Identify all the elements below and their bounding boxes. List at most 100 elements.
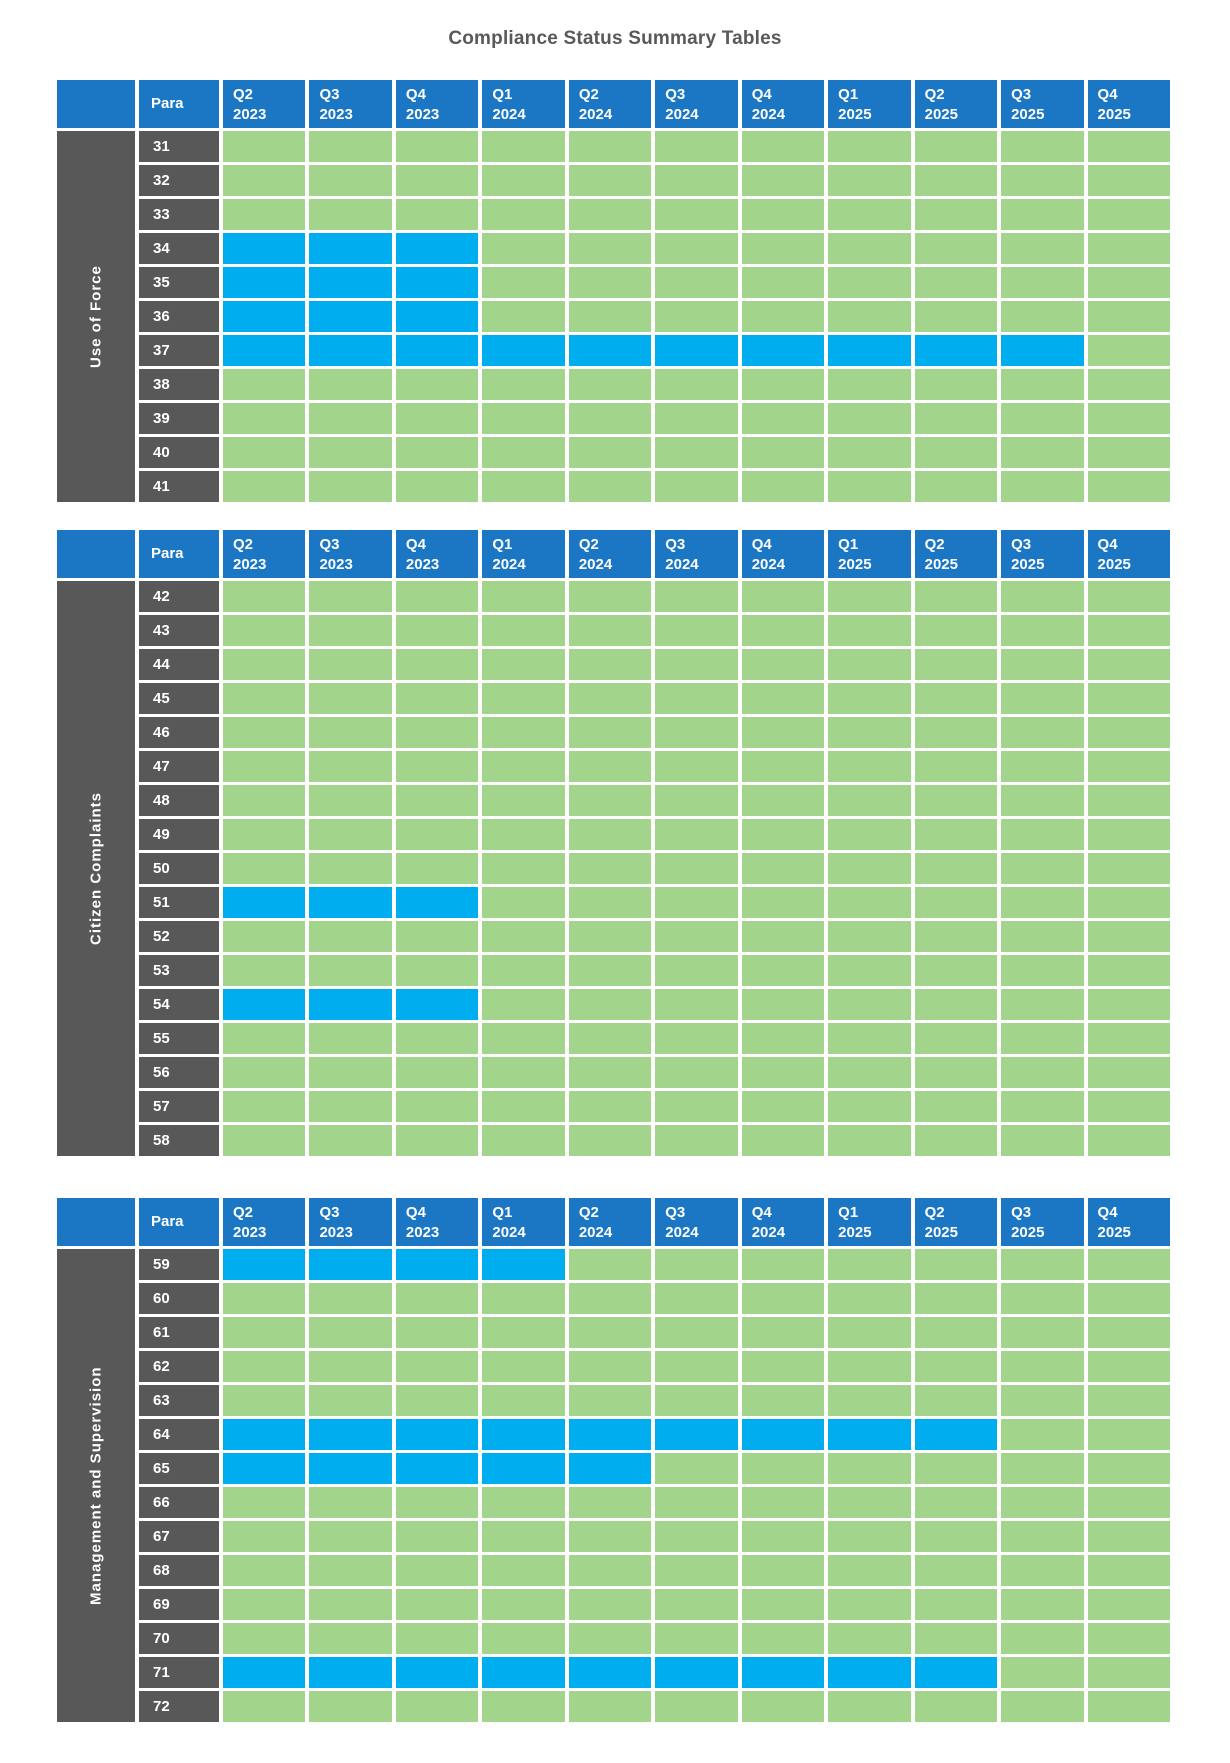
status-cell [914, 1453, 998, 1484]
status-cell [914, 1317, 998, 1348]
status-cell [655, 785, 738, 816]
status-cell [395, 369, 479, 400]
status-cell [1087, 335, 1170, 366]
status-cell [655, 301, 738, 332]
header-corner-cell [57, 1198, 135, 1246]
quarter-header-q4-2023: Q4 2023 [395, 530, 479, 578]
para-cell-47: 47 [139, 751, 219, 782]
status-cell [655, 369, 738, 400]
status-cell [655, 1023, 738, 1054]
quarter-header-q1-2024: Q1 2024 [482, 1198, 565, 1246]
status-cell [828, 1317, 911, 1348]
status-cell [741, 301, 825, 332]
status-cell [395, 785, 479, 816]
para-cell-32: 32 [139, 165, 219, 196]
status-cell [655, 1317, 738, 1348]
status-cell [655, 403, 738, 434]
status-cell [828, 301, 911, 332]
status-cell [482, 921, 565, 952]
status-cell [828, 989, 911, 1020]
status-cell [1087, 1555, 1170, 1586]
status-cell [914, 853, 998, 884]
status-cell [482, 615, 565, 646]
status-cell [223, 165, 306, 196]
status-cell [828, 717, 911, 748]
status-cell [914, 1589, 998, 1620]
status-cell [223, 471, 306, 502]
status-cell [828, 1487, 911, 1518]
status-cell [395, 1555, 479, 1586]
status-cell [309, 1691, 392, 1722]
status-cell [223, 615, 306, 646]
status-cell [828, 165, 911, 196]
status-cell [223, 1057, 306, 1088]
quarter-header-q1-2025: Q1 2025 [828, 80, 911, 128]
quarter-header-q3-2023: Q3 2023 [309, 1198, 392, 1246]
status-cell [655, 233, 738, 264]
status-cell [655, 1623, 738, 1654]
status-cell [1001, 581, 1084, 612]
status-cell [828, 887, 911, 918]
status-cell [568, 1657, 652, 1688]
status-cell [1001, 717, 1084, 748]
status-cell [828, 1249, 911, 1280]
status-cell [395, 437, 479, 468]
quarter-header-q3-2025: Q3 2025 [1001, 1198, 1084, 1246]
status-cell [1087, 471, 1170, 502]
status-cell [1087, 1657, 1170, 1688]
status-cell [568, 199, 652, 230]
status-cell [1087, 1023, 1170, 1054]
compliance-table-citizen-complaints: Para Q2 2023 Q3 2023 Q4 2023 Q1 2024 Q2 2024 Q3 2024… [57, 530, 1170, 1156]
status-cell [1001, 199, 1084, 230]
status-cell [309, 683, 392, 714]
status-cell [395, 615, 479, 646]
status-cell [482, 369, 565, 400]
status-cell [1087, 1453, 1170, 1484]
status-cell [223, 199, 306, 230]
status-cell [223, 369, 306, 400]
status-cell [568, 1283, 652, 1314]
para-cell-40: 40 [139, 437, 219, 468]
para-cell-35: 35 [139, 267, 219, 298]
status-cell [568, 887, 652, 918]
status-cell [828, 335, 911, 366]
status-cell [741, 1023, 825, 1054]
para-cell-72: 72 [139, 1691, 219, 1722]
status-cell [1001, 649, 1084, 680]
status-cell [395, 1385, 479, 1416]
status-cell [395, 989, 479, 1020]
status-cell [309, 471, 392, 502]
status-cell [1001, 1023, 1084, 1054]
status-cell [1087, 1351, 1170, 1382]
status-cell [395, 1351, 479, 1382]
status-cell [914, 1487, 998, 1518]
status-cell [741, 1385, 825, 1416]
quarter-header-q2-2023: Q2 2023 [223, 80, 306, 128]
status-cell [655, 1657, 738, 1688]
status-cell [395, 1057, 479, 1088]
status-cell [568, 233, 652, 264]
status-cell [223, 1623, 306, 1654]
status-cell [1001, 1091, 1084, 1122]
status-cell [914, 1623, 998, 1654]
status-cell [568, 1057, 652, 1088]
status-cell [482, 165, 565, 196]
status-cell [741, 437, 825, 468]
para-cell-65: 65 [139, 1453, 219, 1484]
status-cell [655, 1249, 738, 1280]
quarter-header-q4-2025: Q4 2025 [1087, 1198, 1170, 1246]
para-cell-58: 58 [139, 1125, 219, 1156]
status-cell [741, 1657, 825, 1688]
status-cell [568, 751, 652, 782]
status-cell [223, 853, 306, 884]
status-cell [309, 1125, 392, 1156]
status-cell [914, 615, 998, 646]
status-cell [655, 751, 738, 782]
status-cell [741, 1691, 825, 1722]
status-cell [741, 717, 825, 748]
status-cell [482, 1657, 565, 1688]
status-cell [828, 403, 911, 434]
status-cell [1001, 1317, 1084, 1348]
status-cell [309, 1487, 392, 1518]
